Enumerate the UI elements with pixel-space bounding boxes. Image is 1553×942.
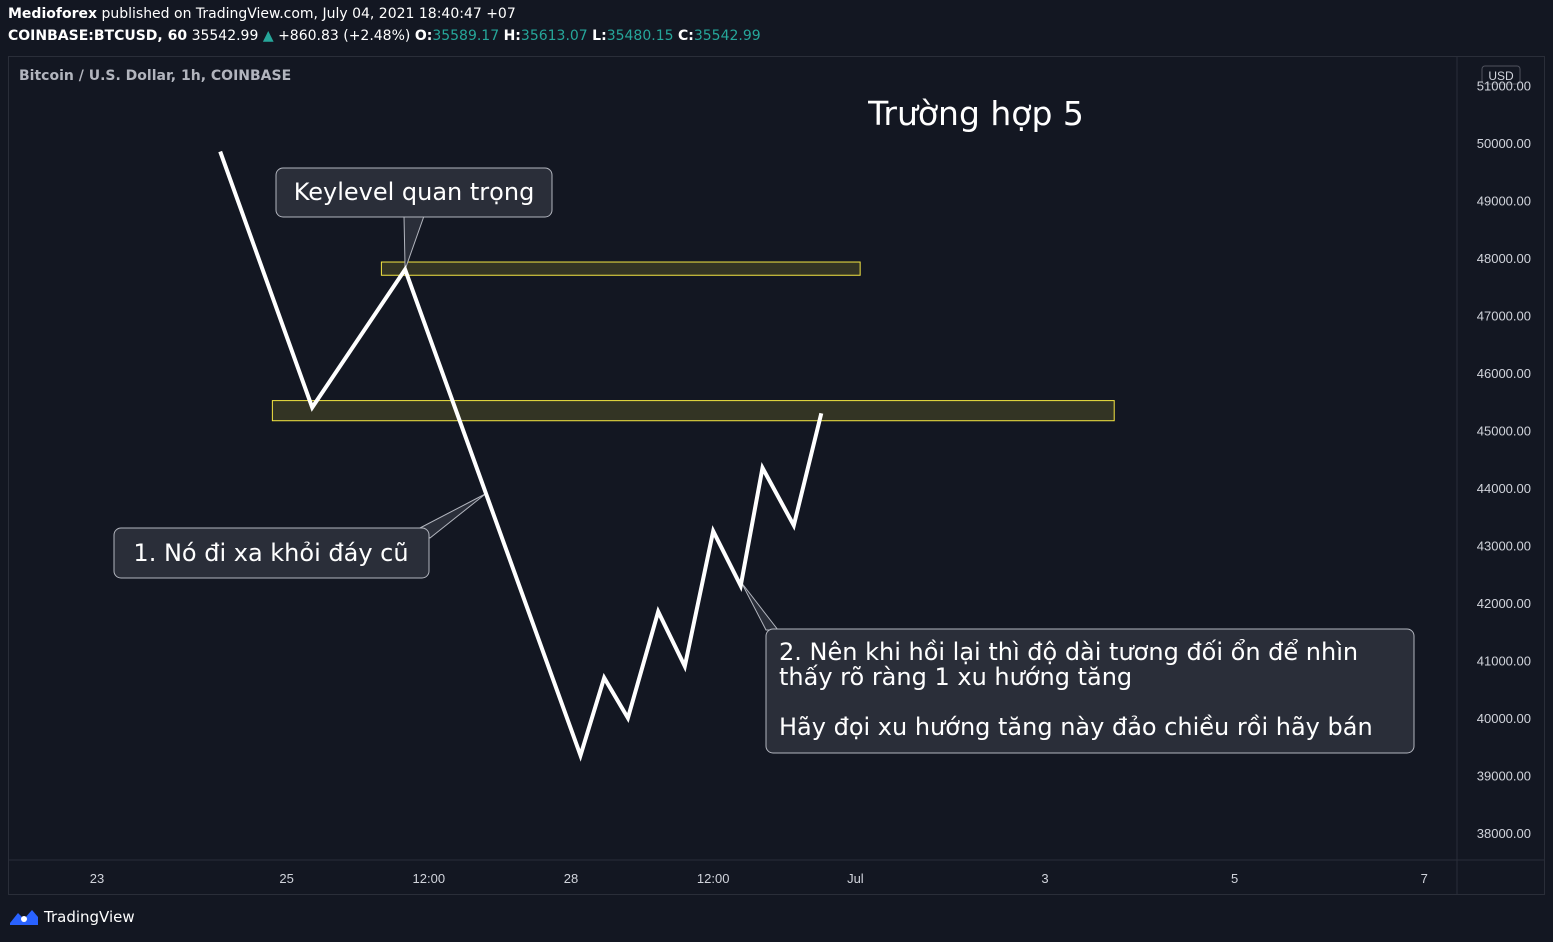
symbol-info: COINBASE:BTCUSD, 60 35542.99 ▲ +860.83 (… bbox=[8, 28, 761, 44]
open-label: O: bbox=[414, 28, 433, 44]
last-price: 35542.99 bbox=[191, 28, 259, 44]
close-label: C: bbox=[677, 28, 694, 44]
price-change: +860.83 (+2.48%) bbox=[278, 28, 411, 44]
y-tick-label: 43000.00 bbox=[1477, 539, 1531, 554]
x-tick-label: 12:00 bbox=[413, 871, 446, 886]
publish-info: Medioforex published on TradingView.com,… bbox=[8, 6, 516, 22]
callout-keylevel-pointer bbox=[403, 215, 425, 270]
y-tick-label: 42000.00 bbox=[1477, 596, 1531, 611]
x-tick-label: 28 bbox=[564, 871, 578, 886]
low-value: 35480.15 bbox=[606, 28, 674, 44]
footer-brand[interactable]: TradingView bbox=[8, 907, 135, 927]
footer-brand-label: TradingView bbox=[44, 908, 135, 926]
close-value: 35542.99 bbox=[693, 28, 761, 44]
currency-badge bbox=[1481, 65, 1521, 85]
callout-sell-text: Hãy đọi xu hướng tăng này đảo chiều rồi … bbox=[779, 713, 1373, 741]
callout-far-from-bottom-text: 1. Nó đi xa khỏi đáy cũ bbox=[133, 539, 408, 567]
y-tick-label: 48000.00 bbox=[1477, 251, 1531, 266]
x-tick-label: 25 bbox=[279, 871, 293, 886]
callout-keylevel-text: Keylevel quan trọng bbox=[294, 178, 535, 206]
x-tick-label: 3 bbox=[1041, 871, 1048, 886]
x-tick-label: 5 bbox=[1231, 871, 1238, 886]
y-tick-label: 40000.00 bbox=[1477, 711, 1531, 726]
y-tick-label: 45000.00 bbox=[1477, 424, 1531, 439]
callout-uptrend-line2: thấy rõ ràng 1 xu hướng tăng bbox=[779, 663, 1132, 691]
published-text: published on TradingView.com, July 04, 2… bbox=[101, 6, 516, 22]
x-tick-label: 12:00 bbox=[697, 871, 730, 886]
callout-uptrend-text: 2. Nên khi hồi lại thì độ dài tương đối … bbox=[779, 638, 1366, 691]
x-tick-label: 7 bbox=[1421, 871, 1428, 886]
symbol-label: COINBASE:BTCUSD, 60 bbox=[8, 28, 188, 44]
chart-frame bbox=[8, 56, 1545, 895]
y-tick-labels: 51000.00 50000.00 49000.00 48000.00 47000.00… bbox=[1477, 79, 1531, 842]
up-arrow-icon: ▲ bbox=[262, 28, 274, 44]
key-level-zone bbox=[271, 400, 1115, 422]
y-tick-label: 49000.00 bbox=[1477, 194, 1531, 209]
callout-uptrend-box bbox=[765, 628, 1415, 754]
y-tick-label: 38000.00 bbox=[1477, 826, 1531, 841]
callout-keylevel-box bbox=[275, 167, 553, 218]
chart-title: Trường hợp 5 bbox=[867, 94, 1084, 133]
zones bbox=[271, 261, 1115, 422]
y-tick-label: 44000.00 bbox=[1477, 481, 1531, 496]
callout-far-from-bottom-box bbox=[113, 527, 430, 579]
callout-uptrend-pointer bbox=[741, 582, 780, 631]
x-tick-labels: 23 25 12:00 28 12:00 Jul 3 5 7 bbox=[90, 871, 1428, 886]
y-tick-label: 46000.00 bbox=[1477, 366, 1531, 381]
low-label: L: bbox=[592, 28, 607, 44]
y-tick-label: 51000.00 bbox=[1477, 79, 1531, 94]
high-label: H: bbox=[503, 28, 521, 44]
callout-uptrend-line1: 2. Nên khi hồi lại thì độ dài tương đối … bbox=[779, 638, 1358, 666]
chart-legend-label: Bitcoin / U.S. Dollar, 1h, COINBASE bbox=[19, 68, 292, 84]
key-level-zone bbox=[380, 261, 861, 276]
y-tick-label: 41000.00 bbox=[1477, 654, 1531, 669]
currency-label: USD bbox=[1488, 69, 1514, 83]
open-value: 35589.17 bbox=[432, 28, 500, 44]
x-tick-label: Jul bbox=[847, 871, 864, 886]
publisher-name[interactable]: Medioforex bbox=[8, 6, 98, 22]
y-tick-label: 47000.00 bbox=[1477, 309, 1531, 324]
price-line bbox=[218, 150, 824, 762]
y-tick-label: 50000.00 bbox=[1477, 136, 1531, 151]
y-tick-label: 39000.00 bbox=[1477, 769, 1531, 784]
x-tick-label: 23 bbox=[90, 871, 104, 886]
high-value: 35613.07 bbox=[520, 28, 588, 44]
tradingview-logo-icon bbox=[10, 910, 38, 925]
